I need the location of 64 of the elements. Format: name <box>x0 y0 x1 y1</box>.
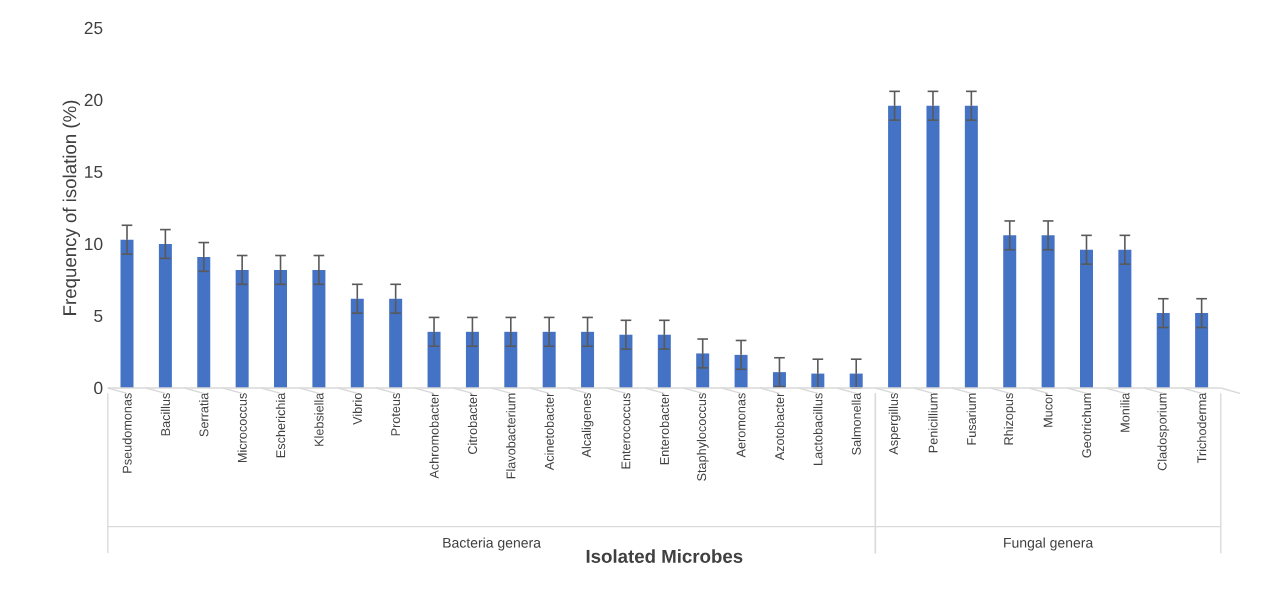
x-tick-label: Aeromonas <box>736 393 746 458</box>
bar <box>926 105 940 388</box>
x-tick-label: Staphylococcus <box>696 393 709 481</box>
bar <box>696 353 710 388</box>
x-tick-label: Acinetobacter <box>544 392 554 471</box>
x-tick-label: Aspergillus <box>888 393 901 455</box>
x-tick-label: Flavobacterium <box>506 393 516 479</box>
x-tick-label: Lactobacillus <box>813 393 823 465</box>
bar <box>158 243 172 388</box>
x-tick-label: Escherichia <box>275 392 286 458</box>
bar <box>1079 249 1093 388</box>
y-tick-label: 15 <box>85 165 103 179</box>
x-tick-label: Proteus <box>391 393 401 436</box>
bar <box>1118 249 1132 388</box>
x-tick-label: Enterobacter <box>659 392 669 465</box>
x-tick-label: Pseudomonas <box>122 393 132 473</box>
x-tick-label: Achromobacter <box>429 392 439 479</box>
x-tick-label: Cladosporium <box>1157 393 1170 471</box>
x-tick-label: Penicillium <box>928 393 938 453</box>
bar <box>1041 235 1055 388</box>
y-axis-title: Frequency of isolation (%) <box>62 100 80 315</box>
bar <box>197 256 211 388</box>
x-axis-title: Isolated Microbes <box>586 549 743 563</box>
x-tick-label: Trichoderma <box>1196 392 1207 464</box>
y-tick-label: 25 <box>84 21 103 35</box>
x-tick-label: Citrobacter <box>467 392 478 454</box>
y-tick-label: 10 <box>85 237 103 251</box>
x-tick-label: Bacillus <box>160 393 171 436</box>
bar <box>274 269 288 388</box>
bar <box>427 331 441 388</box>
bar <box>1003 235 1017 388</box>
x-tick-label: Micrococcus <box>237 393 247 463</box>
x-tick-label: Monilia <box>1120 392 1130 432</box>
bar <box>1156 313 1170 388</box>
x-tick-label: Salmonella <box>851 392 861 455</box>
x-tick-label: Vibrio <box>352 393 362 425</box>
bar <box>120 239 134 388</box>
x-tick-label: Rhizopus <box>1003 393 1016 445</box>
bar <box>1195 313 1209 388</box>
bar <box>581 331 595 388</box>
x-tick-label: Mucor <box>1043 392 1053 427</box>
bar <box>619 334 633 388</box>
y-tick-label: 20 <box>84 93 103 107</box>
bar <box>312 269 326 388</box>
bar <box>465 331 479 388</box>
bar <box>235 269 249 388</box>
bar <box>542 331 556 388</box>
text: Bacteria genera <box>443 537 541 551</box>
bar <box>389 298 403 388</box>
x-tick-label: Alcaligenes <box>581 393 594 458</box>
x-tick-label: Fusarium <box>966 393 976 445</box>
bar <box>350 298 364 388</box>
bar <box>504 331 518 388</box>
bar <box>964 105 978 388</box>
y-tick-label: 5 <box>94 309 103 323</box>
bar <box>888 105 902 388</box>
x-tick-label: Geotrichum <box>1081 393 1092 458</box>
text: Fungal genera <box>1004 537 1094 551</box>
y-tick-label: 0 <box>94 381 103 395</box>
x-tick-label: Serratia <box>199 392 209 437</box>
x-tick-label: Azotobacter <box>774 392 785 461</box>
x-tick-label: Enterococcus <box>621 393 631 469</box>
x-tick-label: Klebsiella <box>314 392 324 446</box>
bar <box>657 334 671 388</box>
